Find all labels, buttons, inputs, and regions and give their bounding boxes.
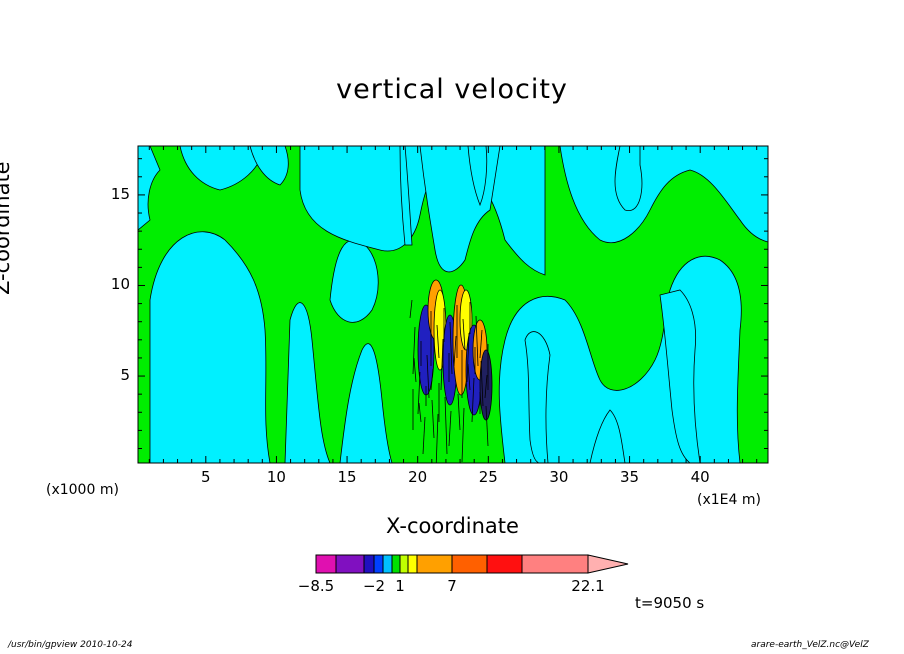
colorbar-swatch bbox=[363, 554, 375, 574]
colorbar-swatch bbox=[451, 554, 488, 574]
contour-line-3 bbox=[440, 338, 444, 391]
contour-line-36 bbox=[461, 407, 465, 463]
contour-line-12 bbox=[453, 335, 457, 367]
colorbar-label: 7 bbox=[447, 577, 457, 595]
contour-line-8 bbox=[467, 363, 471, 391]
negative-region-10 bbox=[589, 409, 626, 463]
contour-line-14 bbox=[449, 321, 453, 375]
contour-line-29 bbox=[444, 396, 448, 455]
x-tick-label: 40 bbox=[690, 468, 710, 486]
x-tick-label: 5 bbox=[201, 468, 211, 486]
negative-region-1 bbox=[284, 302, 331, 463]
contour-line-30 bbox=[479, 329, 483, 359]
footer-right: arare-earth_VelZ.nc@VelZ bbox=[751, 640, 869, 650]
colorbar bbox=[315, 554, 629, 574]
colorbar-swatch bbox=[335, 554, 365, 574]
contour-line-18 bbox=[435, 413, 439, 463]
negative-region-0 bbox=[149, 231, 271, 463]
x-axis-unit: (x1E4 m) bbox=[697, 492, 761, 508]
negative-region-12 bbox=[467, 146, 488, 207]
colorbar-label: −8.5 bbox=[297, 577, 335, 595]
negative-region-13 bbox=[524, 331, 551, 463]
colorbar-swatch bbox=[416, 554, 453, 574]
contour-line-20 bbox=[431, 399, 435, 439]
contour-line-17 bbox=[480, 360, 484, 407]
time-label: t=9050 s bbox=[635, 594, 705, 612]
y-tick-label: 5 bbox=[120, 366, 130, 385]
y-axis-unit: (x1000 m) bbox=[46, 482, 119, 498]
contour-field bbox=[138, 146, 768, 463]
x-tick-label: 30 bbox=[549, 468, 569, 486]
x-tick-label: 20 bbox=[408, 468, 428, 486]
contour-line-0 bbox=[409, 299, 413, 319]
x-tick-label: 15 bbox=[337, 468, 357, 486]
contour-line-38 bbox=[457, 393, 461, 431]
contour-line-35 bbox=[426, 354, 430, 399]
negative-region-7 bbox=[559, 146, 768, 243]
contour-line-9 bbox=[422, 416, 426, 455]
y-axis-label: Z-coordinate bbox=[0, 161, 14, 295]
contour-line-15 bbox=[484, 374, 488, 399]
contour-line-21 bbox=[466, 332, 470, 383]
contour-line-27 bbox=[448, 410, 452, 447]
contour-line-33 bbox=[430, 368, 434, 391]
colorbar-label: 1 bbox=[395, 577, 405, 595]
colorbar-swatch bbox=[521, 554, 589, 574]
contour-line-32 bbox=[475, 315, 479, 367]
y-tick-label: 15 bbox=[110, 184, 130, 203]
axes bbox=[138, 146, 768, 463]
negative-region-3 bbox=[329, 239, 379, 323]
x-tick-label: 25 bbox=[478, 468, 498, 486]
y-tick-label: 10 bbox=[110, 275, 130, 294]
x-tick-label: 10 bbox=[266, 468, 286, 486]
negative-region-11 bbox=[399, 146, 413, 246]
contour-line-23 bbox=[462, 318, 466, 351]
colorbar-label: 22.1 bbox=[571, 577, 605, 595]
negative-region-8 bbox=[614, 146, 643, 211]
contour-line-5 bbox=[436, 324, 440, 359]
colorbar-label: −2 bbox=[362, 577, 386, 595]
plot-frame bbox=[137, 145, 769, 464]
x-axis-label: X-coordinate bbox=[386, 514, 519, 538]
negative-region-2 bbox=[339, 343, 393, 463]
contour-line-6 bbox=[471, 377, 475, 423]
contour-line-26 bbox=[413, 357, 417, 383]
colorbar-swatch bbox=[399, 554, 409, 574]
colorbar-swatch bbox=[315, 554, 337, 574]
colorbar-swatch bbox=[486, 554, 523, 574]
contour-line-2 bbox=[485, 405, 489, 447]
negative-region-top-1 bbox=[138, 146, 161, 231]
negative-region-top-2 bbox=[249, 146, 289, 186]
x-tick-label: 35 bbox=[620, 468, 640, 486]
colorbar-swatch bbox=[382, 554, 393, 574]
contour-line-24 bbox=[417, 371, 421, 415]
colorbar-swatch bbox=[391, 554, 401, 574]
contour-line-39 bbox=[412, 326, 416, 375]
colorbar-swatch bbox=[373, 554, 384, 574]
chart-title: vertical velocity bbox=[336, 74, 568, 105]
footer-left: /usr/bin/gpview 2010-10-24 bbox=[8, 640, 133, 650]
colorbar-swatch bbox=[407, 554, 418, 574]
contour-line-11 bbox=[418, 402, 422, 423]
colorbar-arrow bbox=[587, 554, 629, 574]
